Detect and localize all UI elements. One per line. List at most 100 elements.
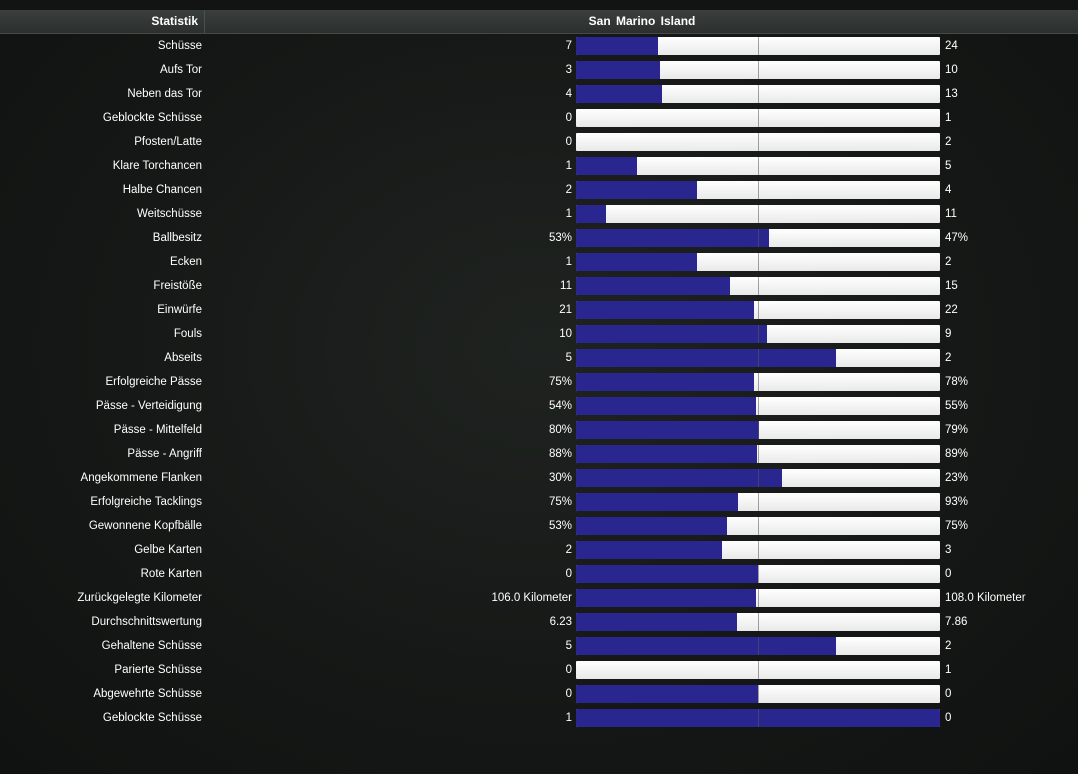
stat-row: Weitschüsse 1 11 <box>0 202 1078 226</box>
stat-value-home: 5 <box>565 640 572 652</box>
stat-value-home: 80% <box>548 424 572 436</box>
stat-value-away: 4 <box>945 184 952 196</box>
stat-comparison-bar <box>576 229 940 247</box>
stat-value-away: 7.86 <box>945 616 968 628</box>
stat-label: Halbe Chancen <box>122 184 202 196</box>
stat-bar-midline <box>758 469 759 487</box>
stat-row: Erfolgreiche Tacklings 75% 93% <box>0 490 1078 514</box>
stat-bar-home-fill <box>576 541 722 559</box>
stat-value-home: 75% <box>548 376 572 388</box>
stat-row: Abgewehrte Schüsse 0 0 <box>0 682 1078 706</box>
stat-value-away: 13 <box>945 88 958 100</box>
stat-bar-midline <box>758 589 759 607</box>
stat-bar-home-fill <box>576 325 768 343</box>
stat-row: Gelbe Karten 2 3 <box>0 538 1078 562</box>
stat-value-home: 0 <box>565 664 572 676</box>
stat-row: Einwürfe 21 22 <box>0 298 1078 322</box>
stat-value-away: 1 <box>945 664 952 676</box>
stat-bar-home-fill <box>576 469 783 487</box>
stat-value-home: 0 <box>565 688 572 700</box>
stat-value-home: 75% <box>548 496 572 508</box>
stat-value-away: 79% <box>945 424 969 436</box>
stat-row: Zurückgelegte Kilometer 106.0 Kilometer 10… <box>0 586 1078 610</box>
stat-bar-midline <box>758 397 759 415</box>
stat-value-away: 75% <box>945 520 969 532</box>
stat-label: Erfolgreiche Pässe <box>105 376 202 388</box>
stat-value-away: 2 <box>945 640 952 652</box>
stat-bar-midline <box>758 517 759 535</box>
stat-value-home: 10 <box>559 328 572 340</box>
stat-comparison-bar <box>576 325 940 343</box>
stat-comparison-bar <box>576 445 940 463</box>
stat-value-home: 0 <box>565 112 572 124</box>
stats-table: Schüsse 7 24 Aufs Tor 3 10 Neben das Tor 4 13 Geb… <box>0 34 1078 730</box>
stat-value-away: 9 <box>945 328 952 340</box>
stat-bar-midline <box>758 349 759 367</box>
stat-label: Durchschnittswertung <box>91 616 202 628</box>
column-header-statistik[interactable]: Statistik <box>0 10 205 33</box>
stat-label: Pfosten/Latte <box>134 136 202 148</box>
stat-label: Gelbe Karten <box>134 544 202 556</box>
stat-bar-home-fill <box>576 181 698 199</box>
stat-value-away: 22 <box>945 304 958 316</box>
stat-bar-midline <box>758 85 759 103</box>
stat-value-home: 7 <box>565 40 572 52</box>
stat-label: Pässe - Angriff <box>127 448 202 460</box>
stat-comparison-bar <box>576 637 940 655</box>
stat-comparison-bar <box>576 277 940 295</box>
stat-row: Geblockte Schüsse 0 1 <box>0 106 1078 130</box>
stat-bar-midline <box>758 133 759 151</box>
stat-row: Schüsse 7 24 <box>0 34 1078 58</box>
stat-bar-home-fill <box>576 493 739 511</box>
stat-bar-midline <box>758 421 759 439</box>
stat-bar-home-fill <box>576 565 758 583</box>
stat-comparison-bar <box>576 85 940 103</box>
stat-bar-midline <box>758 205 759 223</box>
team-away-name: Island <box>660 14 696 28</box>
stat-row: Durchschnittswertung 6.23 7.86 <box>0 610 1078 634</box>
stat-comparison-bar <box>576 109 940 127</box>
stat-label: Neben das Tor <box>127 88 202 100</box>
stat-label: Pässe - Verteidigung <box>95 400 202 412</box>
stat-value-home: 1 <box>565 712 572 724</box>
stat-bar-midline <box>758 373 759 391</box>
stat-value-away: 93% <box>945 496 969 508</box>
stat-label: Parierte Schüsse <box>114 664 202 676</box>
stat-bar-midline <box>758 613 759 631</box>
stat-value-home: 88% <box>548 448 572 460</box>
stat-comparison-bar <box>576 397 940 415</box>
stat-comparison-bar <box>576 565 940 583</box>
stat-value-away: 47% <box>945 232 969 244</box>
stat-comparison-bar <box>576 541 940 559</box>
stat-value-away: 5 <box>945 160 952 172</box>
stat-comparison-bar <box>576 133 940 151</box>
stat-comparison-bar <box>576 493 940 511</box>
stat-value-home: 0 <box>565 568 572 580</box>
stat-value-home: 53% <box>548 232 572 244</box>
stat-bar-home-fill <box>576 229 769 247</box>
stat-label: Rote Karten <box>140 568 202 580</box>
stat-value-away: 1 <box>945 112 952 124</box>
stat-bar-home-fill <box>576 685 758 703</box>
stat-value-home: 0 <box>565 136 572 148</box>
stat-bar-midline <box>758 709 759 727</box>
stat-comparison-bar <box>576 301 940 319</box>
stat-label: Weitschüsse <box>137 208 202 220</box>
stat-bar-midline <box>758 181 759 199</box>
stat-row: Geblockte Schüsse 1 0 <box>0 706 1078 730</box>
stat-value-home: 30% <box>548 472 572 484</box>
stat-row: Erfolgreiche Pässe 75% 78% <box>0 370 1078 394</box>
stat-label: Zurückgelegte Kilometer <box>77 592 202 604</box>
stat-row: Gewonnene Kopfbälle 53% 75% <box>0 514 1078 538</box>
stat-value-home: 4 <box>565 88 572 100</box>
stat-comparison-bar <box>576 373 940 391</box>
stat-bar-midline <box>758 565 759 583</box>
stat-value-home: 21 <box>559 304 572 316</box>
stat-comparison-bar <box>576 589 940 607</box>
stat-comparison-bar <box>576 685 940 703</box>
stat-bar-home-fill <box>576 613 737 631</box>
stat-bar-home-fill <box>576 349 836 367</box>
stat-bar-midline <box>758 253 759 271</box>
stat-value-away: 3 <box>945 544 952 556</box>
stat-label: Freistöße <box>153 280 202 292</box>
